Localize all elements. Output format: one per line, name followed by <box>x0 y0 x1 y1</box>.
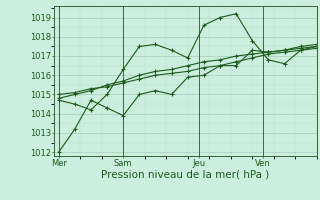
X-axis label: Pression niveau de la mer( hPa ): Pression niveau de la mer( hPa ) <box>101 170 270 180</box>
